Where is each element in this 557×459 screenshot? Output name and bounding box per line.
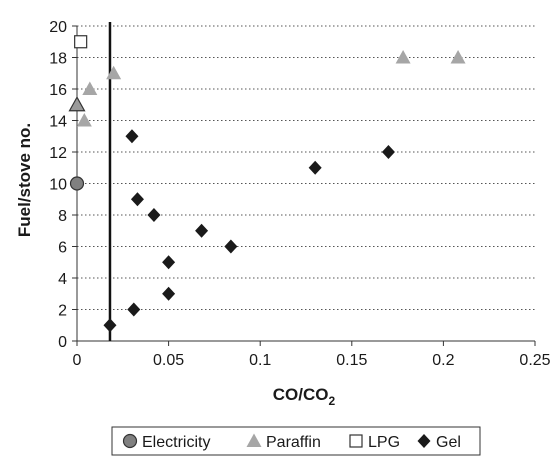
y-tick-label-4: 4 (58, 271, 67, 288)
y-tick-label-12: 12 (49, 145, 67, 162)
point-gel-1 (127, 302, 141, 317)
point-gel-7 (130, 192, 144, 207)
point-electricity-0 (69, 176, 85, 191)
y-tick-label-2: 2 (58, 303, 67, 320)
legend-marker-paraffin (246, 433, 262, 447)
point-paraffin-1 (76, 113, 92, 127)
gridlines (77, 25, 535, 310)
point-gel-2 (162, 286, 176, 301)
legend-label-paraffin: Paraffin (266, 434, 321, 451)
y-tick-label-10: 10 (49, 177, 67, 194)
legend-marker-gel (417, 434, 431, 448)
legend-marker-electricity (122, 433, 138, 449)
legend-label-electricity: Electricity (142, 434, 210, 451)
x-tick-label-0.05: 0.05 (153, 352, 184, 369)
legend-marker-lpg (349, 434, 363, 448)
x-tick-label-0.1: 0.1 (249, 352, 271, 369)
legend-label-gel: Gel (436, 434, 461, 451)
y-tick-labels: 0 2 4 6 8 10 12 14 16 18 20 (49, 19, 67, 351)
x-tick-label-0.25: 0.25 (519, 352, 550, 369)
x-axis-title: CO/CO2 (273, 385, 336, 408)
y-tick-label-6: 6 (58, 240, 67, 257)
point-gel-6 (147, 208, 161, 222)
point-paraffin-4 (395, 50, 411, 64)
point-gel-4 (224, 239, 238, 254)
x-tick-label-0.2: 0.2 (432, 352, 454, 369)
y-tick-label-20: 20 (49, 19, 67, 36)
legend-label-lpg: LPG (368, 434, 400, 451)
point-gel-10 (125, 129, 139, 144)
y-tick-label-8: 8 (58, 208, 67, 225)
point-gel-3 (162, 255, 176, 270)
y-tick-label-16: 16 (49, 82, 67, 99)
point-lpg-0 (74, 35, 88, 49)
y-axis-title: Fuel/stove no. (15, 123, 34, 237)
point-gel-0 (103, 318, 117, 333)
point-gel-8 (308, 160, 322, 175)
point-gel-5 (195, 223, 209, 238)
legend: Electricity Paraffin LPG Gel (111, 426, 481, 456)
x-axis-title-subscript: 2 (329, 394, 336, 408)
x-tick-label-0: 0 (73, 352, 82, 369)
data-points (68, 35, 466, 333)
y-tick-label-14: 14 (49, 114, 67, 131)
axes (72, 25, 536, 346)
point-paraffin-5 (450, 50, 466, 64)
y-tick-label-0: 0 (58, 334, 67, 351)
point-paraffin-3 (106, 65, 122, 80)
x-tick-labels: 0 0.05 0.1 0.15 0.2 0.25 (73, 352, 551, 369)
point-paraffin-2 (82, 81, 98, 95)
y-tick-label-18: 18 (49, 51, 67, 68)
x-tick-label-0.15: 0.15 (336, 352, 367, 369)
point-gel-9 (381, 145, 395, 159)
point-paraffin-0 (68, 96, 86, 112)
